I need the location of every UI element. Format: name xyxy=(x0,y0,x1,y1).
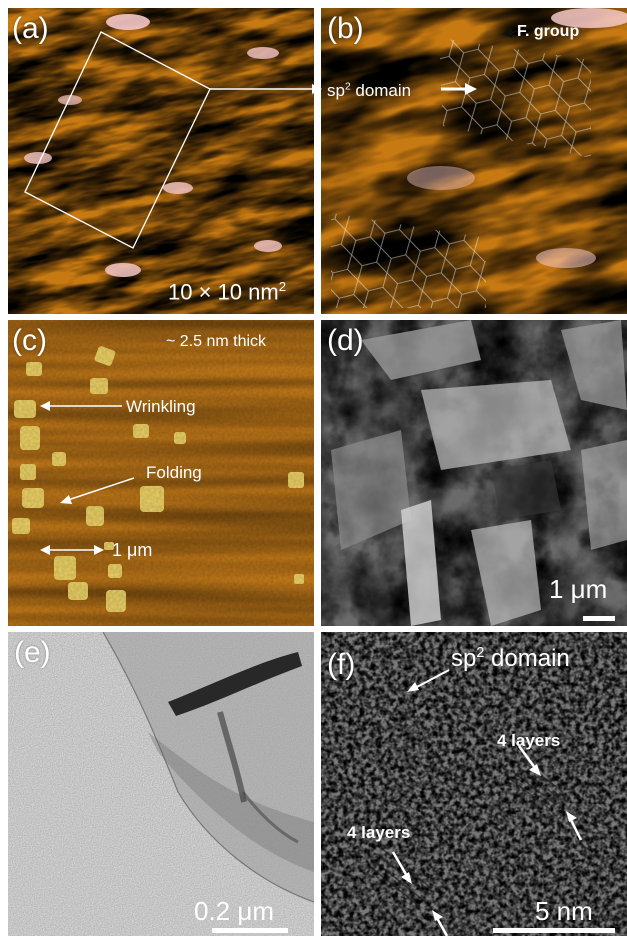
panel-e-tem-image: (e) 0.2 μm xyxy=(8,632,314,936)
scan-size-value: 10 × 10 nm xyxy=(168,279,279,305)
f-scale-label: 5 nm xyxy=(535,896,593,926)
wrinkling-label: Wrinkling xyxy=(126,397,196,416)
e-scale-label: 0.2 μm xyxy=(194,896,275,926)
sp2-domain-label-b: sp2 domain xyxy=(327,82,411,99)
c-scale-label: 1 μm xyxy=(112,540,153,560)
e-scale-bar xyxy=(212,928,288,933)
scan-size-label: 10 × 10 nm2 xyxy=(168,280,286,303)
tem-image-e xyxy=(8,632,314,936)
panel-label-d: (d) xyxy=(327,324,364,357)
panel-c-afm-image: (c) ~ 2.5 nm thick Wrinkling Folding 1 μ… xyxy=(8,320,314,626)
f-scale-bar xyxy=(493,928,615,933)
sp2-superscript-f: 2 xyxy=(476,645,485,661)
panel-b-stm-zoom: (b) F. group sp2 domain xyxy=(321,8,627,314)
stm-image-b xyxy=(321,8,627,314)
afm-image-c xyxy=(8,320,314,626)
sp2-prefix-f: sp xyxy=(451,645,477,672)
hrtem-image-f xyxy=(321,632,627,936)
sem-image-d xyxy=(321,320,627,626)
d-scale-label: 1 μm xyxy=(549,574,608,604)
panel-a-stm-image: (a) 10 × 10 nm2 xyxy=(8,8,314,314)
panel-d-sem-image: (d) 1 μm xyxy=(321,320,627,626)
layers-label-lower: 4 layers xyxy=(347,823,411,842)
thickness-label: ~ 2.5 nm thick xyxy=(166,333,267,350)
f-group-label: F. group xyxy=(517,23,580,40)
panel-label-c: (c) xyxy=(12,324,47,357)
panel-label-e: (e) xyxy=(14,636,51,669)
panel-label-f: (f) xyxy=(327,648,356,681)
sp2-superscript-b: 2 xyxy=(344,81,351,93)
sp2-suffix-f: domain xyxy=(484,645,570,672)
sp2-suffix-b: domain xyxy=(350,81,412,100)
scan-size-superscript: 2 xyxy=(278,279,287,294)
stm-image-a xyxy=(8,8,314,314)
sp2-prefix-b: sp xyxy=(327,81,345,100)
d-scale-bar xyxy=(583,616,615,621)
panel-label-a: (a) xyxy=(12,12,49,45)
sp2-domain-label-f: sp2 domain xyxy=(451,646,570,671)
folding-label: Folding xyxy=(146,463,202,482)
panel-f-hrtem-image: (f) sp2 domain 4 layers 4 layers 5 nm xyxy=(321,632,627,936)
layers-label-upper: 4 layers xyxy=(497,731,561,750)
panel-label-b: (b) xyxy=(327,12,364,45)
